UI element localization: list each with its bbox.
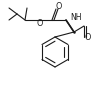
Text: NH: NH bbox=[70, 13, 82, 23]
Text: O: O bbox=[56, 2, 62, 11]
Text: O: O bbox=[37, 19, 43, 29]
Text: O: O bbox=[85, 33, 91, 42]
